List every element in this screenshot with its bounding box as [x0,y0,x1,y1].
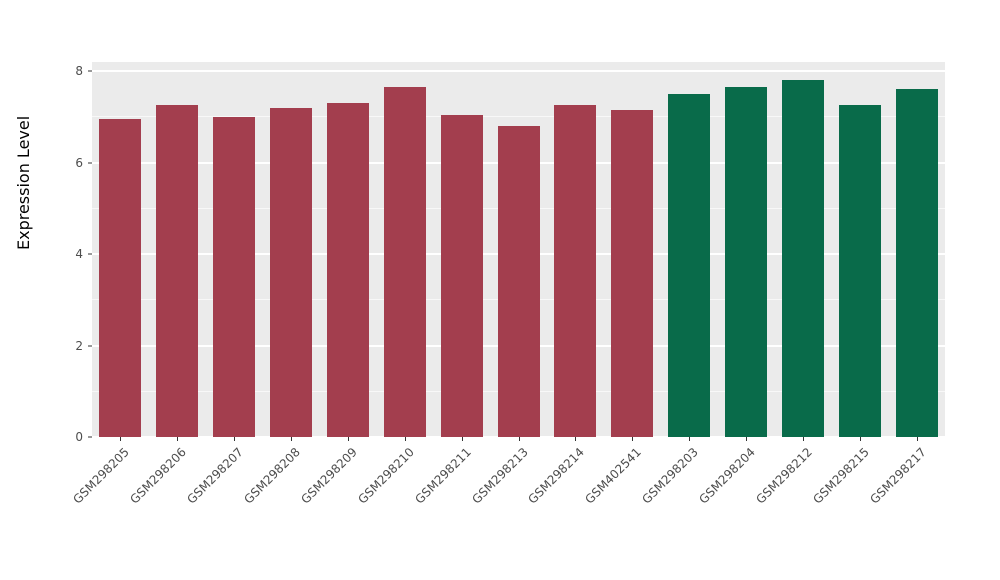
x-tick-mark [860,437,861,441]
y-tick-mark [88,436,92,438]
bar [156,105,198,437]
bar [441,115,483,437]
bar [384,87,426,437]
y-tick-label: 0 [75,430,83,444]
y-tick-label: 4 [75,247,83,262]
bar [668,94,710,437]
y-tick-mark [88,162,92,164]
x-tick-mark [348,437,349,441]
gridline-major [92,70,945,73]
gridline-major [92,436,945,438]
bar [327,103,369,437]
y-tick-mark [88,70,92,72]
x-tick-mark [917,437,918,441]
x-tick-mark [120,437,121,441]
bar [896,89,938,437]
x-tick-mark [462,437,463,441]
bar [782,80,824,437]
bar [498,126,540,437]
y-axis-title: Expression Level [14,115,33,250]
bar [554,105,596,437]
y-tick-mark [88,345,92,347]
x-tick-mark [803,437,804,441]
y-tick-label: 2 [75,338,83,353]
gridline-minor [92,116,945,118]
x-tick-mark [689,437,690,441]
x-tick-mark [632,437,633,441]
y-tick-label: 6 [75,155,83,170]
bar [839,105,881,437]
bar [99,119,141,437]
bar [213,117,255,437]
x-tick-mark [234,437,235,441]
x-tick-mark [519,437,520,441]
bar [611,110,653,437]
bar [270,108,312,437]
y-tick-label: 8 [75,64,83,79]
x-tick-mark [405,437,406,441]
bar [725,87,767,437]
y-tick-mark [88,253,92,255]
x-tick-mark [575,437,576,441]
x-tick-mark [746,437,747,441]
x-tick-mark [177,437,178,441]
x-tick-mark [291,437,292,441]
